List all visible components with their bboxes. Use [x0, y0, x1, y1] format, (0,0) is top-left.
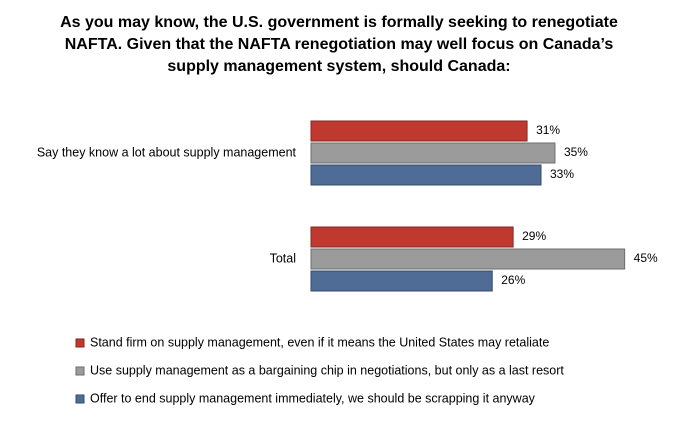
legend-label: Offer to end supply management immediate…	[90, 391, 536, 405]
data-label: 33%	[550, 167, 574, 181]
bar	[310, 120, 528, 142]
bar	[310, 142, 556, 164]
data-label: 31%	[536, 123, 560, 137]
legend-swatch	[75, 366, 85, 376]
legend-label: Stand firm on supply management, even if…	[90, 335, 549, 349]
chart-title: As you may know, the U.S. government is …	[60, 14, 618, 75]
y-tick-label: Say they know a lot about supply managem…	[37, 145, 297, 159]
data-label: 45%	[634, 251, 658, 265]
data-label: 35%	[564, 145, 588, 159]
data-label: 26%	[501, 273, 525, 287]
data-label: 29%	[522, 229, 546, 243]
legend-label: Use supply management as a bargaining ch…	[90, 363, 564, 377]
bar	[310, 226, 514, 248]
bar	[310, 164, 542, 186]
bar	[310, 248, 626, 270]
legend-swatch	[75, 338, 85, 348]
bar	[310, 270, 493, 292]
y-tick-label: Total	[270, 251, 296, 265]
legend-swatch	[75, 394, 85, 404]
